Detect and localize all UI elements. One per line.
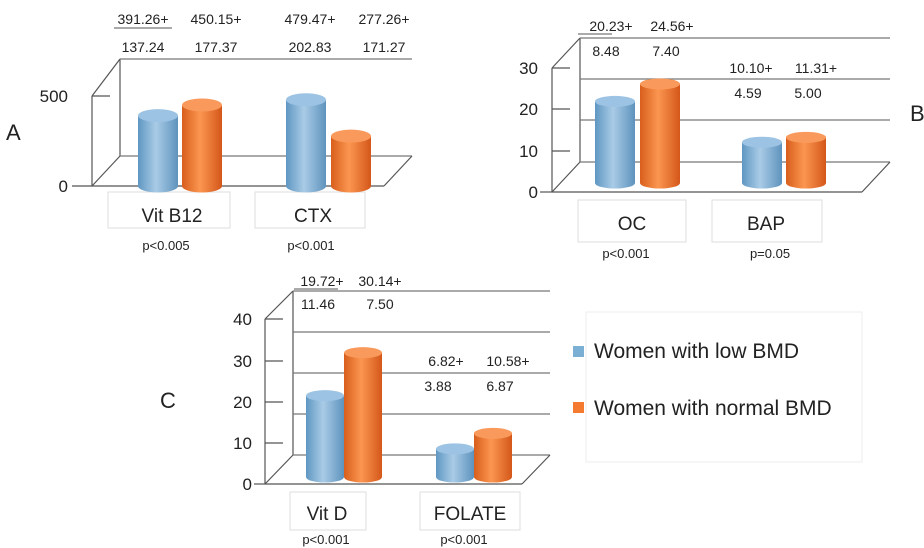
mean-label: 450.15+ [191,11,242,27]
panel-b-label: B [910,101,924,126]
y-tick-label: 20 [233,393,252,412]
bar-ctx-low-bmd [286,93,326,193]
panel-c-bars [306,347,512,483]
bar-vit-d-normal-bmd [344,347,382,483]
sd-label: 202.83 [289,39,332,55]
bar-vit-b12-low-bmd [138,109,178,193]
mean-label: 10.58+ [486,353,529,369]
bar-vit-d-low-bmd [306,390,344,483]
y-tick-label: 30 [519,59,538,78]
sd-label: 4.59 [734,85,761,101]
bar-vit-b12-normal-bmd [182,98,222,193]
p-value: p<0.001 [302,532,349,547]
p-value: p<0.001 [440,532,487,547]
legend-swatch-normal-bmd [573,402,584,413]
y-tick-label: 0 [243,475,252,494]
panel-c-label: C [160,388,176,413]
sd-label: 5.00 [794,85,821,101]
mean-label: 6.82+ [428,353,463,369]
category-label: FOLATE [434,504,507,525]
y-tick-label: 500 [40,87,68,106]
y-tick-label: 30 [233,352,252,371]
panel-b-bars [595,78,826,189]
sd-label: 177.37 [195,39,238,55]
mean-label: 391.26+ [118,11,169,27]
sd-label: 171.27 [363,39,406,55]
sd-label: 8.48 [592,43,619,59]
legend: Women with low BMD Women with normal BMD [573,311,863,463]
panel-c: C 0 10 20 30 40 Vit D FOLATE p<0 [160,273,551,547]
p-value: p<0.001 [602,246,649,261]
mean-label: 30.14+ [358,273,401,289]
bar-oc-normal-bmd [640,78,680,189]
bar-ctx-normal-bmd [331,129,371,193]
p-value: p<0.005 [142,238,189,253]
y-tick-label: 40 [233,310,252,329]
category-label: Vit B12 [142,206,203,227]
panel-a-bars [138,93,371,193]
p-value: p=0.05 [750,246,790,261]
y-tick-label: 20 [519,100,538,119]
bar-folate-normal-bmd [474,427,512,483]
panel-b: B 0 10 20 30 OC BAP p<0.001 p=0.05 [519,18,924,261]
legend-label-normal-bmd: Women with normal BMD [594,397,832,420]
sd-label: 7.40 [652,43,679,59]
sd-label: 6.87 [486,378,513,394]
category-label: Vit D [307,504,348,525]
sd-label: 7.50 [366,296,393,312]
legend-box [585,311,863,463]
panel-a: A 0 500 Vit B12 CTX p<0.005 p<0.001 391.… [6,11,413,253]
sd-label: 3.88 [424,378,451,394]
bar-oc-low-bmd [595,95,635,189]
legend-swatch-low-bmd [573,346,584,357]
mean-label: 24.56+ [650,18,693,34]
mean-label: 11.31+ [795,60,837,76]
sd-label: 137.24 [122,39,165,55]
category-label: OC [618,214,647,235]
y-tick-label: 0 [529,183,538,202]
panel-b-frame [540,37,891,243]
mean-label: 20.23+ [589,18,632,34]
sd-label: 11.46 [301,296,335,312]
category-label: CTX [294,206,332,227]
mean-label: 10.10+ [729,60,772,76]
bar-bap-normal-bmd [786,131,826,189]
bar-bap-low-bmd [742,136,782,189]
y-tick-label: 10 [519,142,538,161]
mean-label: 277.26+ [359,11,410,27]
mean-label: 479.47+ [285,11,336,27]
mean-label: 19.72+ [300,273,343,289]
bar-folate-low-bmd [436,443,474,483]
panel-a-label: A [6,120,21,145]
y-tick-label: 0 [59,177,68,196]
panel-c-frame [254,290,551,531]
p-value: p<0.001 [287,238,334,253]
y-tick-label: 10 [233,434,252,453]
category-label: BAP [747,214,785,235]
legend-label-low-bmd: Women with low BMD [594,340,799,363]
